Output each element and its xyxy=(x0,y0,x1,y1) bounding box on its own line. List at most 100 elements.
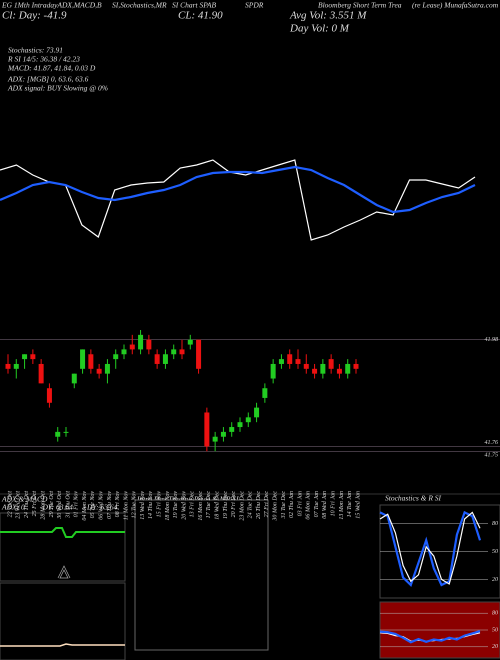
x-tick-label: 26 Thu Dec xyxy=(256,491,262,519)
candle-body xyxy=(312,368,318,374)
y-tick-label: 20 xyxy=(492,577,498,583)
x-tick-label: 29 Tue Oct xyxy=(49,491,55,518)
candle-body xyxy=(162,354,168,364)
x-tick-label: 20 Wed Nov xyxy=(181,491,187,520)
candle-body xyxy=(96,368,102,374)
header-text: Avg Vol: 3.551 M xyxy=(289,10,367,22)
candle-body xyxy=(287,354,293,364)
x-tick-label: 14 Tue Jan xyxy=(346,491,353,517)
y-tick-label: 50 xyxy=(492,627,498,633)
header-text: SPDR xyxy=(245,1,264,10)
adx-text: ADX: 0 xyxy=(1,503,25,512)
series-line xyxy=(379,630,481,644)
candle-body xyxy=(46,388,52,403)
x-tick-label: 27 Fri Dec xyxy=(264,491,270,518)
x-tick-label: 25 Fri Oct xyxy=(32,491,38,517)
series-line xyxy=(379,511,481,585)
header-text: Cl: Day: -41.9 xyxy=(2,10,67,22)
x-tick-label: 23 Mon Dec xyxy=(239,491,245,521)
series-line xyxy=(379,510,482,587)
y-tick-label: 41.75 xyxy=(485,452,499,459)
x-tick-label: 14 Thu Nov xyxy=(147,491,154,519)
x-tick-label: 23 Wed Oct xyxy=(16,491,22,519)
x-tick-label: 24 Tue Dec xyxy=(247,491,254,519)
macd-line xyxy=(0,643,125,647)
candle-body xyxy=(88,354,94,369)
x-tick-label: 30 Mon Dec xyxy=(273,491,279,522)
candle-body xyxy=(237,422,243,428)
x-tick-label: 18 Wed Dec xyxy=(215,491,221,520)
x-tick-label: 05 Tue Nov xyxy=(90,491,96,519)
candle-body xyxy=(295,359,301,364)
panel-title: Stochastics & R SI xyxy=(385,494,442,503)
x-tick-label: 24 Thu Oct xyxy=(23,491,30,518)
header-text: (re Lease) MunafaSutra.com xyxy=(412,1,499,10)
candle-body xyxy=(30,354,36,360)
candle-body xyxy=(22,354,28,360)
x-tick-label: 04 Mon Nov xyxy=(81,491,88,521)
x-tick-label: 06 Wed Nov xyxy=(99,491,105,520)
x-tick-label: 13 Mon Jan xyxy=(339,491,345,520)
candle-body xyxy=(229,427,235,432)
candle-body xyxy=(220,431,226,437)
candle-body xyxy=(121,349,127,355)
x-tick-label: 31 Thu Oct xyxy=(65,491,71,519)
x-tick-label: 02 Thu Jan xyxy=(289,491,295,518)
header-text: ADX: [MGB] 0, 63.6, 63.6 xyxy=(7,75,89,84)
intraday-panel xyxy=(134,499,269,651)
header-text: R SI 14/5: 36.38 / 42.23 xyxy=(7,55,80,64)
series-line xyxy=(0,165,476,214)
x-tick-label: 10 Fri Jan xyxy=(331,491,337,516)
candle-body xyxy=(5,363,11,369)
candle-body xyxy=(104,363,110,374)
y-tick-label: 41.98 xyxy=(485,336,499,343)
candle-body xyxy=(270,363,276,379)
x-tick-label: 30 Wed Oct xyxy=(57,491,63,520)
x-tick-label: 15 Wed Jan xyxy=(355,491,361,519)
header-text: SI,Stochastics,MR xyxy=(112,1,167,10)
candle-body xyxy=(71,373,77,384)
candle-body xyxy=(154,354,160,364)
adx-marker xyxy=(57,565,71,579)
candle-body xyxy=(179,349,185,355)
x-tick-label: 17 Tue Dec xyxy=(206,491,212,519)
header-text: CL: 41.90 xyxy=(178,10,223,22)
x-tick-label: 22 Tue Oct xyxy=(7,491,13,518)
candle-body xyxy=(303,363,309,369)
candle-body xyxy=(353,363,359,369)
adx-text: -DY: 63.64 xyxy=(40,503,73,512)
y-tick-label: 50 xyxy=(492,549,498,555)
header-text: EG 1Mth IntradayADX,MACD,B xyxy=(1,1,102,10)
x-tick-label: 12 Tue Nov xyxy=(132,491,138,519)
candle-body xyxy=(320,363,326,374)
y-tick-label: 80 xyxy=(492,521,498,527)
candle-body xyxy=(138,334,144,350)
candle-body xyxy=(254,407,260,418)
x-tick-label: 01 Fri Nov xyxy=(74,491,80,518)
x-tick-label: 15 Fri Nov xyxy=(157,491,163,518)
series-line xyxy=(0,159,476,241)
x-tick-label: 31 Tue Dec xyxy=(281,491,287,520)
adx-text: +DY: 63.64 xyxy=(82,503,118,512)
candle-body xyxy=(328,359,334,369)
x-tick-label: 19 Thu Dec xyxy=(223,491,229,519)
candle-body xyxy=(204,412,210,447)
x-tick-label: 13 Fri Dec xyxy=(190,491,196,518)
x-tick-label: 28 Mon Oct xyxy=(41,491,47,520)
candle-body xyxy=(80,349,86,369)
header-text: Stochastics: 73.91 xyxy=(8,46,63,55)
candle-body xyxy=(38,363,44,384)
x-tick-label: 20 Fri Dec xyxy=(231,491,237,518)
candle-body xyxy=(345,363,351,374)
candle-body xyxy=(245,417,251,423)
x-tick-label: 07 Thu Nov xyxy=(107,491,113,519)
x-tick-label: 19 Tue Nov xyxy=(173,491,179,519)
y-tick-label: 20 xyxy=(492,644,498,650)
header-text: MACD: 41.87, 41.84, 0.03 D xyxy=(7,64,96,73)
candle-body xyxy=(196,339,202,369)
macd-panel xyxy=(0,582,126,660)
x-tick-label: 13 Wed Nov xyxy=(140,491,146,520)
candle-body xyxy=(278,359,284,364)
candle-body xyxy=(187,339,193,345)
